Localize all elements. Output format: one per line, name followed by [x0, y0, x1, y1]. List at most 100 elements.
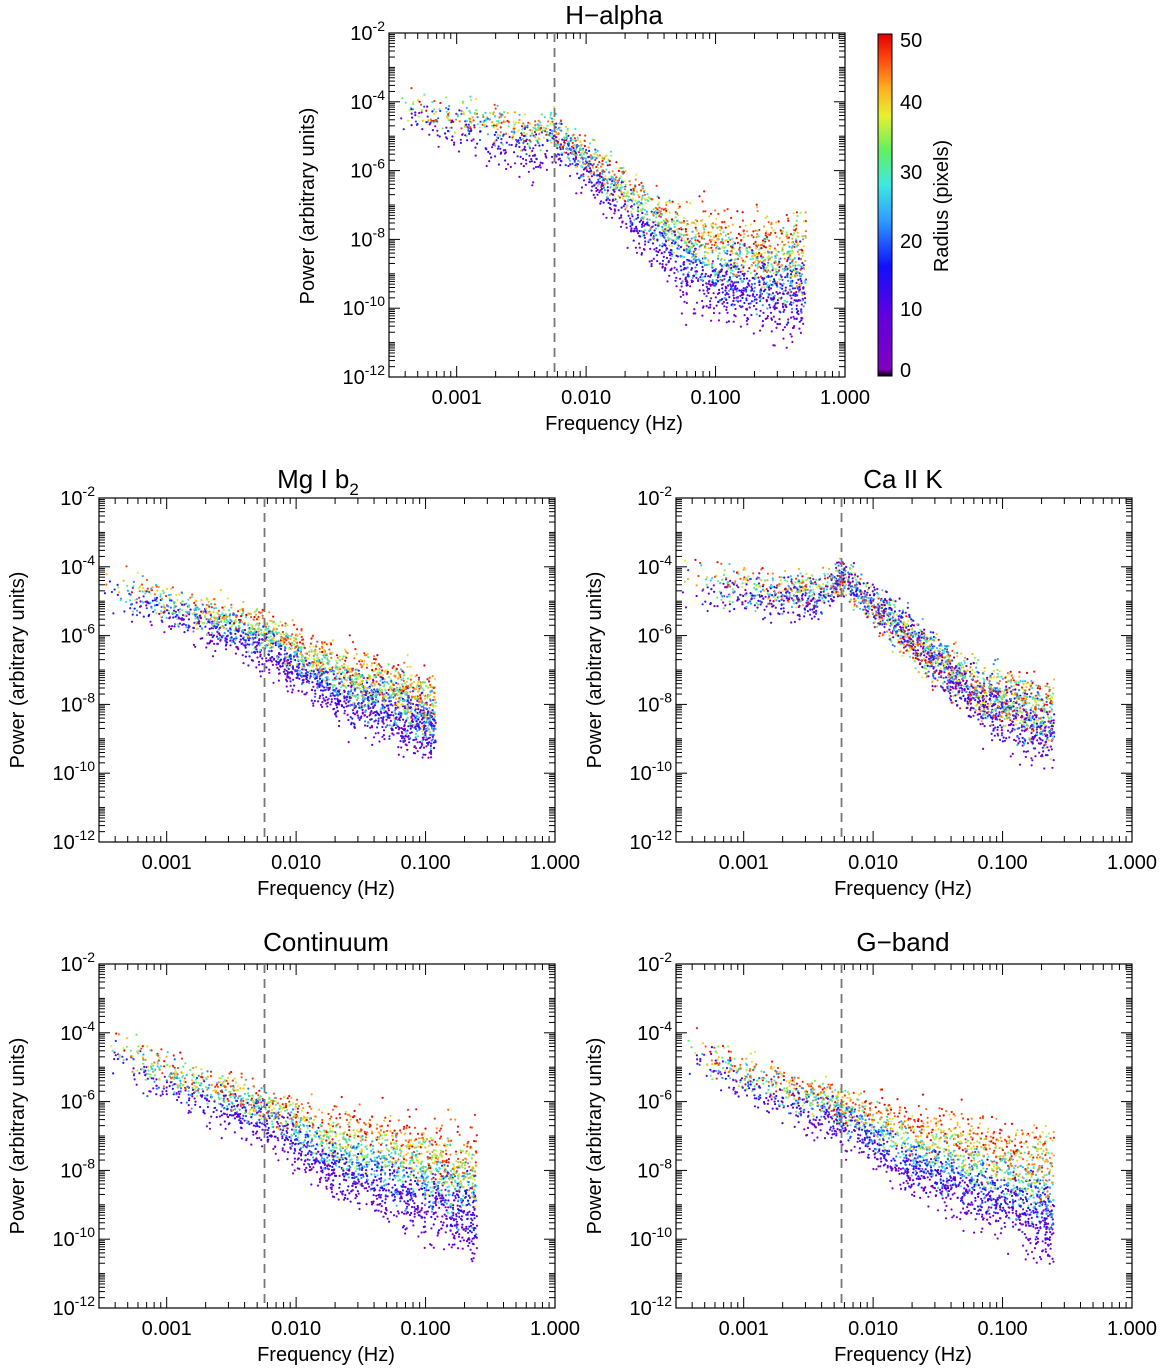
scatter-point: [510, 143, 513, 147]
scatter-point: [598, 173, 601, 176]
scatter-point: [193, 611, 196, 615]
scatter-point: [766, 292, 769, 295]
scatter-point: [200, 599, 203, 602]
scatter-point: [769, 306, 772, 309]
scatter-point: [569, 139, 572, 142]
scatter-point: [791, 237, 794, 240]
scatter-point: [407, 119, 410, 122]
scatter-point: [670, 218, 674, 221]
scatter-point: [769, 287, 773, 290]
scatter-point: [244, 632, 247, 636]
scatter-point: [741, 281, 744, 284]
scatter-point: [277, 644, 280, 647]
scatter-point: [673, 271, 676, 275]
scatter-point: [245, 650, 248, 654]
scatter-point: [588, 149, 591, 153]
scatter-point: [756, 266, 759, 269]
scatter-point: [327, 687, 330, 690]
scatter-point: [614, 186, 617, 190]
scatter-point: [728, 276, 732, 279]
scatter-point: [687, 245, 690, 248]
scatter-point: [390, 703, 393, 706]
scatter-point: [669, 227, 673, 230]
scatter-point: [730, 216, 733, 219]
scatter-point: [251, 636, 254, 640]
scatter-point: [154, 583, 157, 587]
scatter-point: [740, 293, 744, 297]
scatter-point: [615, 183, 618, 186]
scatter-point: [721, 283, 725, 286]
scatter-point: [685, 279, 688, 282]
scatter-point: [744, 286, 747, 289]
scatter-point: [763, 245, 766, 248]
scatter-point: [482, 115, 485, 119]
scatter-point: [674, 221, 677, 224]
scatter-point: [559, 164, 562, 167]
scatter-point: [652, 221, 655, 224]
scatter-point: [494, 131, 498, 134]
scatter-point: [146, 587, 149, 590]
scatter-point: [407, 738, 411, 741]
scatter-point: [657, 201, 661, 204]
scatter-point: [470, 121, 473, 124]
scatter-point: [756, 259, 759, 262]
scatter-point: [601, 170, 604, 173]
scatter-point: [787, 321, 790, 324]
scatter-point: [377, 717, 380, 720]
scatter-point: [300, 629, 303, 632]
scatter-point: [332, 671, 335, 674]
scatter-point: [522, 131, 526, 134]
scatter-point: [750, 255, 754, 258]
scatter-point: [609, 186, 612, 189]
scatter-point: [773, 247, 777, 250]
scatter-point: [441, 127, 444, 130]
scatter-point: [414, 111, 417, 114]
scatter-point: [411, 720, 414, 724]
scatter-point: [309, 642, 312, 645]
scatter-point: [340, 665, 343, 668]
scatter-point: [713, 244, 716, 247]
scatter-point: [484, 111, 487, 114]
scatter-point: [270, 619, 273, 623]
scatter-point: [183, 631, 186, 634]
scatter-point: [433, 698, 436, 701]
scatter-point: [506, 119, 509, 123]
scatter-point: [767, 239, 771, 242]
scatter-point: [799, 240, 802, 243]
scatter-point: [582, 179, 586, 182]
scatter-point: [721, 291, 724, 294]
scatter-point: [576, 139, 580, 142]
scatter-point: [525, 162, 528, 165]
scatter-point: [308, 654, 311, 657]
scatter-point: [643, 236, 647, 239]
scatter-point: [644, 198, 647, 201]
scatter-point: [606, 189, 610, 192]
scatter-point: [381, 694, 385, 697]
scatter-point: [153, 609, 157, 612]
scatter-point: [559, 143, 563, 146]
scatter-point: [295, 650, 299, 653]
scatter-point: [724, 251, 727, 254]
scatter-point: [206, 622, 209, 625]
scatter-point: [717, 274, 720, 277]
scatter-point: [387, 663, 390, 666]
scatter-point: [382, 708, 386, 712]
scatter-point: [725, 273, 728, 276]
scatter-point: [429, 699, 432, 702]
scatter-point: [476, 116, 479, 119]
scatter-point: [785, 323, 789, 326]
scatter-point: [795, 317, 798, 321]
scatter-point: [327, 697, 330, 700]
scatter-point: [518, 113, 521, 116]
scatter-point: [659, 234, 662, 237]
scatter-point: [629, 220, 632, 223]
scatter-point: [428, 707, 431, 710]
scatter-point: [587, 164, 590, 167]
scatter-point: [777, 250, 780, 253]
scatter-point: [579, 153, 582, 157]
scatter-point: [770, 226, 773, 229]
scatter-point: [569, 163, 572, 166]
scatter-point: [662, 235, 665, 238]
scatter-point: [552, 134, 556, 138]
scatter-point: [704, 210, 707, 213]
